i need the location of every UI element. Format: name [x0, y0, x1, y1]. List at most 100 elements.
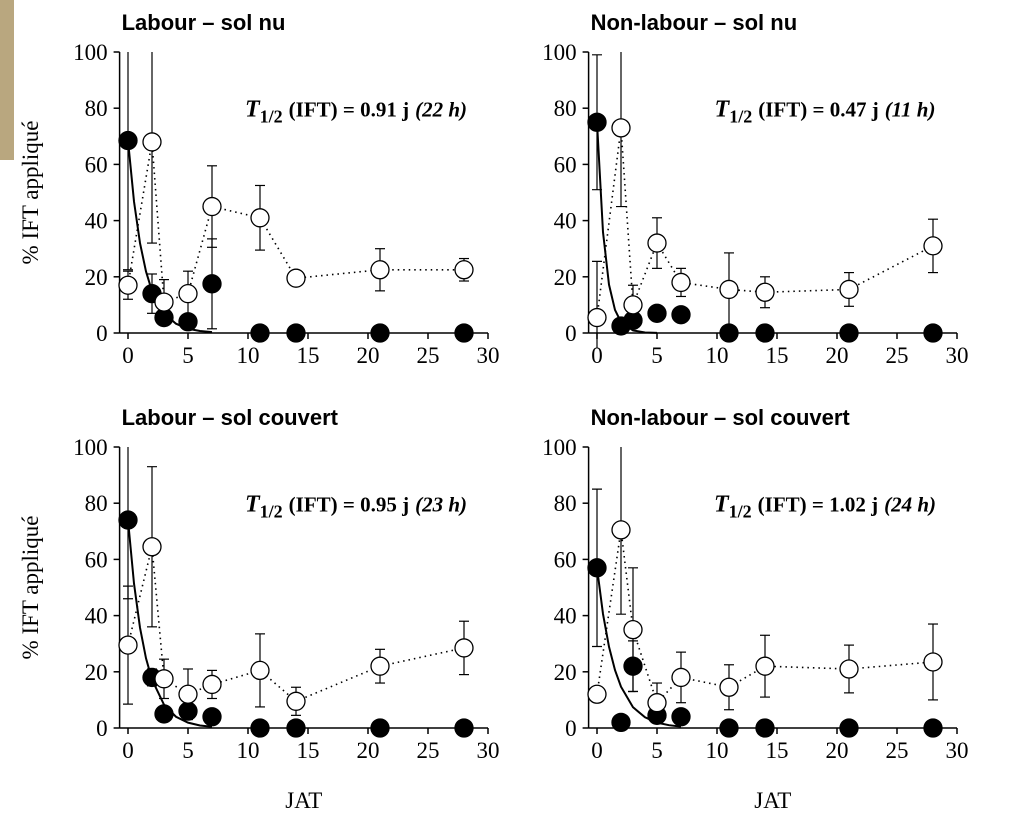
- open-point: [671, 272, 691, 293]
- x-tick-label: 15: [297, 343, 320, 368]
- open-point: [755, 282, 775, 302]
- y-tick-label: 40: [554, 604, 577, 629]
- open-point: [154, 669, 174, 689]
- filled-point: [623, 656, 643, 676]
- x-tick-label: 20: [357, 343, 380, 368]
- annotation-note: (11 h): [885, 98, 936, 122]
- y-tick-label: 100: [73, 435, 108, 460]
- open-point: [611, 118, 631, 138]
- panel: Labour – sol couvert 0 20 40 60 80 100 0 5 10 15 20…: [18, 405, 500, 813]
- filled-point: [202, 707, 222, 727]
- annotation-symbol: T: [715, 97, 731, 123]
- open-point: [719, 677, 739, 697]
- open-point: [178, 284, 198, 304]
- panel-title: Non-labour – sol nu: [591, 10, 798, 35]
- x-axis-label: JAT: [285, 788, 322, 813]
- x-tick-label: 20: [357, 738, 380, 763]
- y-axis-label: % IFT appliqué: [18, 516, 43, 660]
- x-tick-label: 0: [122, 738, 134, 763]
- x-tick-label: 25: [886, 738, 909, 763]
- filled-point: [286, 323, 306, 343]
- photo-fragment: [0, 0, 14, 160]
- annotation-text: (IFT) = 0.91 j: [289, 98, 409, 122]
- y-tick-label: 20: [554, 265, 577, 290]
- open-point: [587, 684, 607, 704]
- annotation-note: (24 h): [884, 493, 936, 517]
- y-tick-label: 60: [554, 152, 577, 177]
- filled-point: [719, 718, 739, 738]
- filled-point: [923, 718, 943, 738]
- annotation-text: (IFT) = 0.95 j: [289, 493, 409, 517]
- x-tick-label: 0: [591, 738, 603, 763]
- open-point: [202, 196, 222, 217]
- x-tick-label: 5: [182, 343, 194, 368]
- panel: Labour – sol nu 0 20 40 60 80 100 0 5 10 15 20 25 30%…: [18, 10, 500, 368]
- x-tick-label: 30: [946, 738, 969, 763]
- filled-point: [839, 323, 859, 343]
- annotation-text: (IFT) = 0.47 j: [758, 98, 878, 122]
- filled-point: [454, 718, 474, 738]
- fit-curve: [127, 519, 213, 728]
- open-point: [923, 652, 943, 672]
- annotation-subscript: 1/2: [729, 502, 752, 522]
- open-point: [647, 233, 667, 253]
- filled-point: [454, 323, 474, 343]
- x-tick-label: 5: [182, 738, 194, 763]
- filled-point: [118, 510, 138, 530]
- filled-point: [587, 112, 607, 132]
- annotation-note: (22 h): [415, 98, 467, 122]
- y-axis-label: % IFT appliqué: [18, 121, 43, 265]
- open-point: [839, 279, 859, 300]
- annotation: T1/2 (IFT) = 0.91 j (22 h): [245, 97, 467, 127]
- filled-point: [755, 718, 775, 738]
- open-point: [286, 268, 306, 288]
- x-tick-label: 30: [946, 343, 969, 368]
- y-tick-label: 20: [85, 265, 108, 290]
- open-point: [839, 659, 859, 679]
- filled-point: [154, 704, 174, 724]
- filled-point: [587, 558, 607, 578]
- y-tick-label: 60: [554, 547, 577, 572]
- open-point: [178, 684, 198, 704]
- x-tick-label: 15: [297, 738, 320, 763]
- filled-point: [370, 323, 390, 343]
- x-tick-label: 10: [237, 738, 260, 763]
- dotted-line: [127, 546, 465, 703]
- x-axis-label: JAT: [754, 788, 791, 813]
- y-tick-label: 0: [565, 321, 577, 346]
- open-point: [250, 660, 270, 681]
- annotation-symbol: T: [245, 492, 261, 518]
- open-point: [454, 260, 474, 280]
- annotation: T1/2 (IFT) = 0.47 j (11 h): [715, 97, 936, 127]
- y-tick-label: 40: [85, 209, 108, 234]
- filled-point: [250, 323, 270, 343]
- x-tick-label: 10: [706, 343, 729, 368]
- open-point: [719, 279, 739, 300]
- y-tick-label: 20: [554, 660, 577, 685]
- y-tick-label: 0: [96, 716, 108, 741]
- x-tick-label: 10: [237, 343, 260, 368]
- open-point: [370, 656, 390, 676]
- y-tick-label: 20: [85, 660, 108, 685]
- x-tick-label: 5: [651, 738, 663, 763]
- y-tick-label: 80: [85, 491, 108, 516]
- x-tick-label: 20: [826, 738, 849, 763]
- annotation-symbol: T: [245, 97, 261, 123]
- y-tick-label: 80: [554, 96, 577, 121]
- filled-point: [923, 323, 943, 343]
- open-point: [142, 537, 162, 557]
- fit-curve: [596, 122, 658, 334]
- y-tick-label: 80: [85, 96, 108, 121]
- filled-point: [202, 274, 222, 294]
- x-tick-label: 0: [591, 343, 603, 368]
- x-tick-label: 0: [122, 343, 134, 368]
- dotted-line: [596, 127, 934, 318]
- y-tick-label: 0: [96, 321, 108, 346]
- open-point: [118, 635, 138, 655]
- open-point: [118, 275, 138, 295]
- y-tick-label: 60: [85, 152, 108, 177]
- annotation-note: (23 h): [415, 493, 467, 517]
- x-tick-label: 25: [886, 343, 909, 368]
- x-tick-label: 30: [477, 738, 500, 763]
